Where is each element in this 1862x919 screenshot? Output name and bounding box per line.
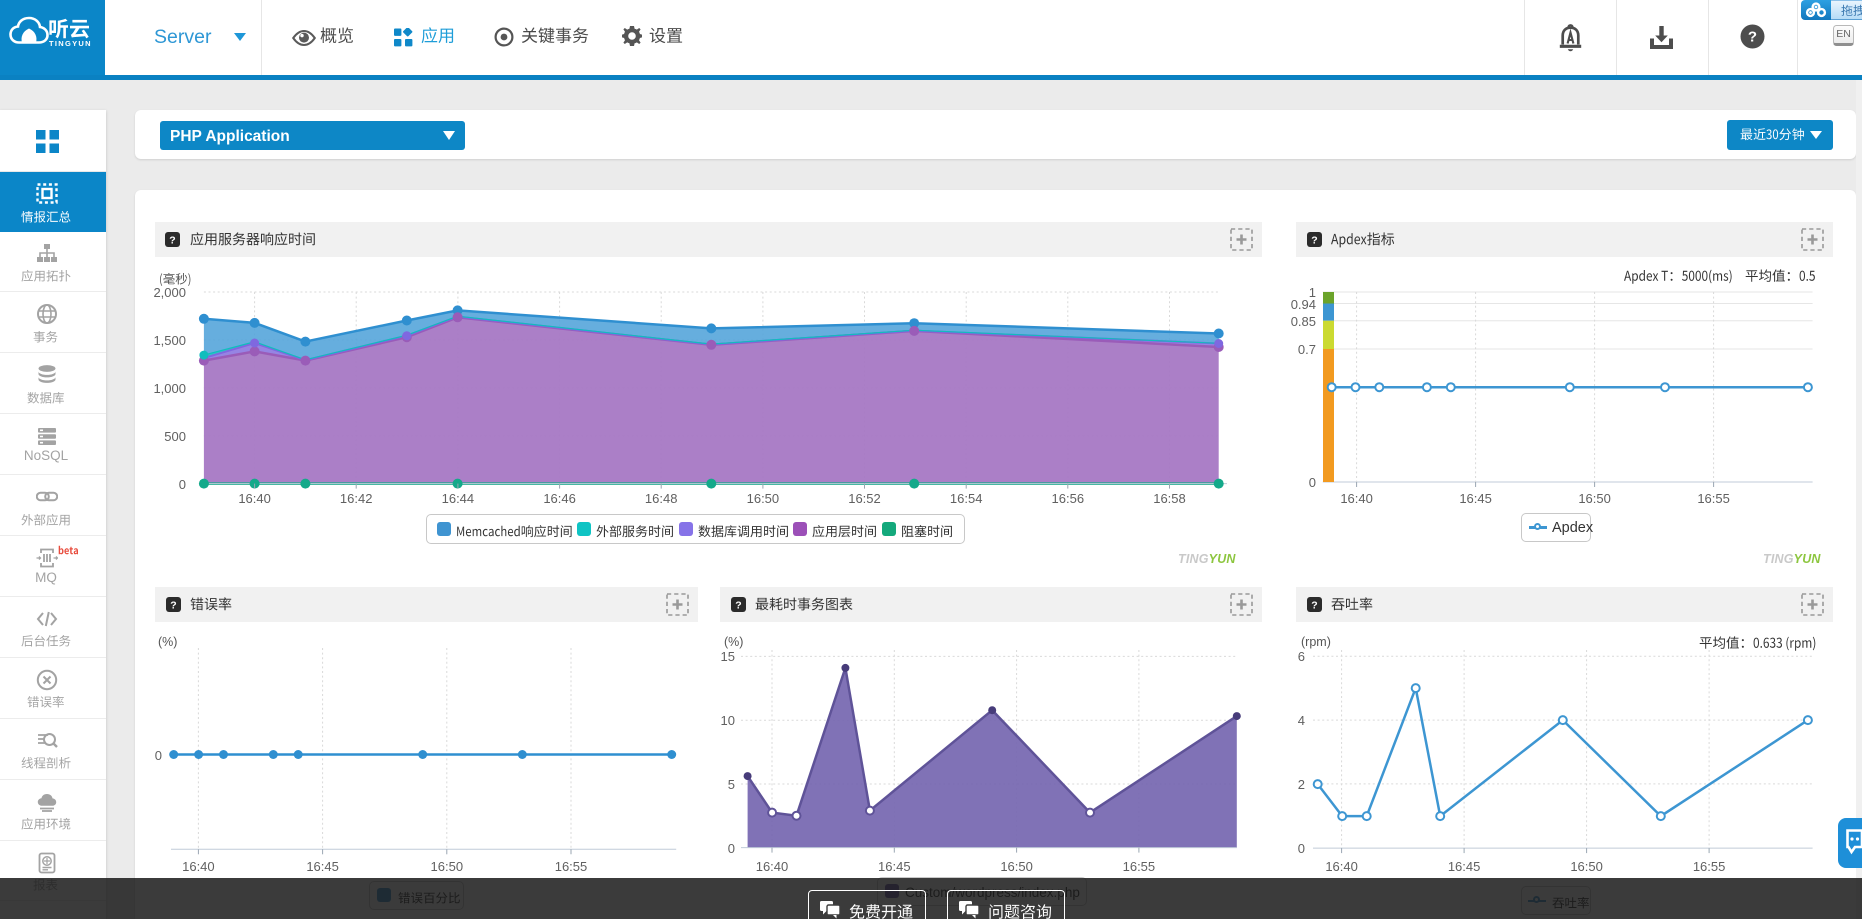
svg-text:?: ? <box>735 599 741 611</box>
svg-text:?: ? <box>1748 29 1757 46</box>
svg-text:?: ? <box>1311 234 1317 246</box>
svg-text:?: ? <box>1311 599 1317 611</box>
svg-text:?: ? <box>170 599 176 611</box>
svg-text:?: ? <box>169 234 175 246</box>
